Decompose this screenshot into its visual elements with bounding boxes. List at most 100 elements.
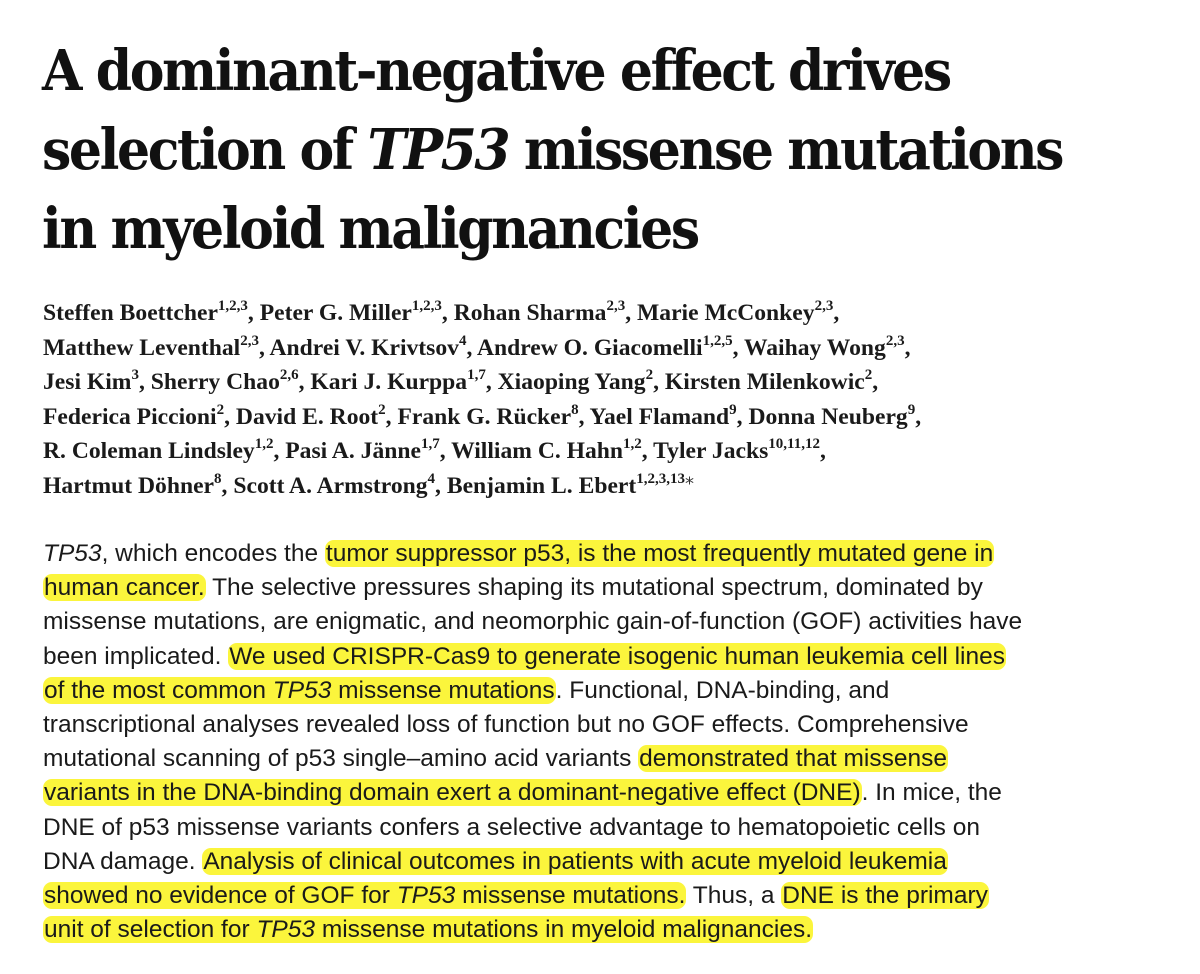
author-line: R. Coleman Lindsley1,2, Pasi A. Jänne1,7… bbox=[43, 436, 826, 464]
highlighted-text: unit of selection for TP53 missense muta… bbox=[43, 916, 814, 944]
abstract-line: DNE of p53 missense variants confers a s… bbox=[43, 813, 980, 841]
author-name: Tyler Jacks bbox=[653, 438, 769, 464]
highlighted-text: variants in the DNA-binding domain exert… bbox=[43, 779, 862, 807]
author-affiliation: 1,2,3,13 bbox=[636, 470, 686, 487]
author-name: David E. Root bbox=[235, 403, 379, 430]
abstract-text: been implicated. bbox=[43, 642, 229, 670]
author-name: R. Coleman Lindsley bbox=[43, 438, 255, 464]
author-line: Jesi Kim3, Sherry Chao2,6, Kari J. Kurpp… bbox=[43, 367, 879, 395]
highlighted-text-part: missense mutations. bbox=[455, 882, 686, 910]
author-name: Kari J. Kurppa bbox=[310, 369, 468, 395]
abstract-line: DNA damage. Analysis of clinical outcome… bbox=[43, 845, 1193, 879]
abstract-line: TP53, which encodes the tumor suppressor… bbox=[43, 537, 1193, 571]
abstract-line: showed no evidence of GOF for TP53 misse… bbox=[43, 879, 1193, 913]
author-name: Hartmut Döhner bbox=[43, 472, 215, 499]
title-text: selection of bbox=[42, 117, 368, 183]
abstract-line: been implicated. We used CRISPR-Cas9 to … bbox=[43, 640, 1193, 674]
author-line: Federica Piccioni2, David E. Root2, Fran… bbox=[43, 401, 922, 430]
highlighted-text-part: missense mutations in myeloid malignanci… bbox=[315, 916, 813, 944]
author-name: Federica Piccioni bbox=[43, 403, 217, 430]
highlighted-text: of the most common TP53 missense mutatio… bbox=[43, 676, 556, 704]
author-name: Peter G. Miller bbox=[259, 300, 412, 326]
abstract-line: unit of selection for TP53 missense muta… bbox=[43, 913, 1193, 947]
gene-name: TP53 bbox=[43, 540, 102, 567]
gene-name: TP53 bbox=[272, 676, 332, 704]
author-affiliation: 1,7 bbox=[420, 436, 440, 453]
highlighted-text: We used CRISPR-Cas9 to generate isogenic… bbox=[228, 642, 1007, 670]
author-affiliation: 2 bbox=[864, 367, 873, 384]
author-affiliation: 2,6 bbox=[279, 367, 299, 384]
author-affiliation: 2 bbox=[378, 401, 386, 418]
abstract-text: . In mice, the bbox=[861, 779, 1002, 807]
author-name: Marie McConkey bbox=[637, 300, 815, 326]
abstract-text: . Functional, DNA-binding, and bbox=[555, 676, 890, 704]
author-list: Steffen Boettcher1,2,3, Peter G. Miller1… bbox=[43, 296, 1193, 504]
author-name: Scott A. Armstrong bbox=[233, 472, 428, 499]
abstract-text: DNA damage. bbox=[43, 847, 203, 875]
abstract-text: , which encodes the bbox=[101, 540, 325, 567]
highlighted-text: Analysis of clinical outcomes in patient… bbox=[202, 847, 948, 875]
gene-name: TP53 bbox=[396, 882, 456, 910]
abstract-line: human cancer. The selective pressures sh… bbox=[43, 571, 1193, 605]
abstract-text: Thus, a bbox=[686, 882, 782, 910]
author-name: William C. Hahn bbox=[451, 438, 624, 464]
author-name: Xiaoping Yang bbox=[497, 369, 646, 395]
author-affiliation: 3 bbox=[131, 367, 139, 384]
abstract-line: of the most common TP53 missense mutatio… bbox=[43, 674, 1193, 708]
author-name: Jesi Kim bbox=[43, 369, 132, 395]
author-name: Kirsten Milenkowic bbox=[664, 369, 865, 395]
gene-name: TP53 bbox=[256, 916, 316, 944]
author-name: Donna Neuberg bbox=[748, 403, 908, 430]
abstract-line: mutational scanning of p53 single–amino … bbox=[43, 742, 1193, 776]
abstract-text: mutational scanning of p53 single–amino … bbox=[43, 745, 639, 773]
author-name: Pasi A. Jänne bbox=[285, 438, 421, 464]
author-line: Hartmut Döhner8, Scott A. Armstrong4, Be… bbox=[43, 467, 695, 499]
author-affiliation: 8 bbox=[214, 470, 222, 487]
author-name: Andrei V. Krivtsov bbox=[269, 334, 459, 361]
author-affiliation: 1,2,3 bbox=[217, 298, 248, 315]
author-affiliation: 4 bbox=[458, 332, 467, 349]
highlighted-text: showed no evidence of GOF for TP53 misse… bbox=[43, 882, 687, 910]
title-line-3: in myeloid malignancies bbox=[42, 196, 700, 262]
author-name: Andrew O. Giacomelli bbox=[476, 334, 703, 361]
highlighted-text: tumor suppressor p53, is the most freque… bbox=[324, 540, 995, 567]
author-name: Benjamin L. Ebert bbox=[446, 472, 637, 499]
abstract-line: missense mutations, are enigmatic, and n… bbox=[43, 608, 1023, 636]
paper-title: A dominant-negative effect drives select… bbox=[42, 32, 1112, 269]
abstract-text: The selective pressures shaping its muta… bbox=[205, 574, 983, 602]
title-line-2: selection of TP53 missense mutations bbox=[42, 111, 1112, 190]
author-affiliation: 1,2,5 bbox=[702, 332, 733, 349]
title-text: missense mutations bbox=[508, 117, 1065, 183]
author-affiliation: 1,7 bbox=[467, 367, 486, 384]
author-name: Waihay Wong bbox=[743, 334, 886, 361]
highlighted-text: human cancer. bbox=[43, 574, 206, 602]
author-affiliation: 9 bbox=[729, 401, 737, 418]
author-affiliation: 9 bbox=[907, 401, 916, 418]
highlighted-text-part: unit of selection for bbox=[44, 916, 257, 944]
author-name: Rohan Sharma bbox=[453, 300, 607, 326]
abstract-line: transcriptional analyses revealed loss o… bbox=[43, 711, 969, 739]
author-affiliation: 4 bbox=[427, 470, 436, 487]
author-affiliation: 8 bbox=[571, 401, 579, 418]
author-affiliation: 2 bbox=[216, 401, 225, 418]
author-name: Steffen Boettcher bbox=[43, 300, 218, 326]
highlighted-text: DNE is the primary bbox=[781, 882, 989, 910]
author-affiliation: 1,2 bbox=[254, 436, 274, 453]
corresponding-author-mark: ⁎ bbox=[685, 467, 695, 488]
author-affiliation: 2 bbox=[645, 367, 654, 384]
title-line-1: A dominant-negative effect drives bbox=[42, 38, 952, 104]
author-name: Matthew Leventhal bbox=[43, 334, 241, 361]
author-affiliation: 2,3 bbox=[814, 298, 834, 315]
title-gene-name: TP53 bbox=[367, 117, 511, 183]
author-name: Sherry Chao bbox=[150, 369, 280, 395]
abstract-line: variants in the DNA-binding domain exert… bbox=[43, 776, 1193, 810]
author-name: Yael Flamand bbox=[589, 403, 730, 430]
highlighted-text: demonstrated that missense bbox=[638, 745, 948, 773]
author-affiliation: 2,3 bbox=[885, 332, 905, 349]
author-affiliation: 1,2 bbox=[623, 436, 642, 453]
author-name: Frank G. Rücker bbox=[397, 403, 572, 430]
highlighted-text-part: showed no evidence of GOF for bbox=[44, 882, 397, 910]
author-affiliation: 2,3 bbox=[240, 332, 259, 349]
abstract: TP53, which encodes the tumor suppressor… bbox=[43, 537, 1193, 947]
